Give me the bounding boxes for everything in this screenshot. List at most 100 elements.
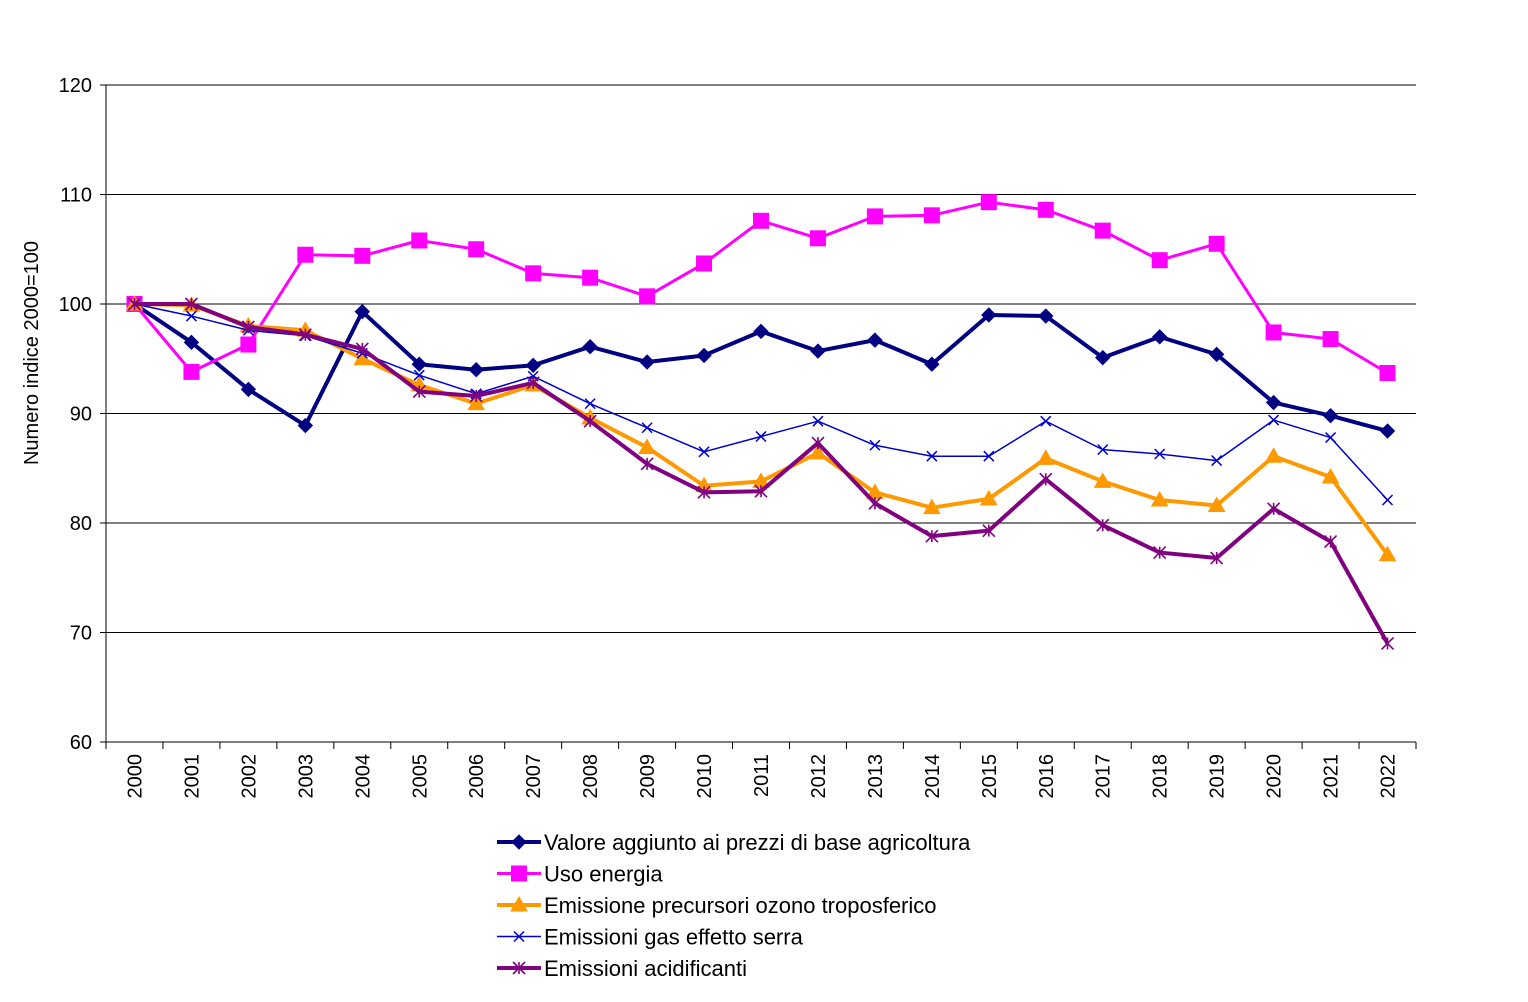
x-tick-label: 2020 — [1264, 754, 1286, 799]
data-point — [869, 439, 881, 451]
legend-label: Emissioni acidificanti — [544, 956, 747, 981]
x-tick-label: 2017 — [1093, 754, 1115, 799]
data-point — [1267, 502, 1281, 516]
data-point — [582, 269, 599, 286]
data-point — [355, 342, 369, 356]
data-point — [526, 376, 540, 390]
legend-item: Emissioni gas effetto serra — [497, 925, 804, 950]
x-tick-label: 2003 — [295, 754, 317, 799]
data-point — [639, 354, 655, 370]
legend-marker — [512, 961, 526, 975]
data-point — [1207, 496, 1226, 512]
x-tick-label: 2005 — [409, 754, 431, 799]
data-point — [1037, 201, 1054, 218]
data-point — [525, 265, 542, 282]
data-point — [1094, 222, 1111, 239]
data-point — [1265, 324, 1282, 341]
data-point — [1036, 449, 1055, 465]
data-point — [1096, 518, 1110, 532]
data-point — [981, 307, 997, 323]
x-tick-label: 2015 — [979, 754, 1001, 799]
data-point — [698, 446, 710, 458]
x-tick-label: 2012 — [808, 754, 830, 799]
x-tick-label: 2000 — [124, 754, 146, 799]
data-point — [468, 361, 484, 378]
series-1 — [126, 194, 1396, 381]
data-point — [183, 334, 200, 351]
data-point — [1379, 423, 1396, 439]
data-point — [1210, 551, 1224, 565]
legend-item: Valore aggiunto ai prezzi di base agrico… — [497, 830, 971, 855]
data-point — [1038, 308, 1054, 324]
data-point — [980, 194, 997, 211]
data-point — [1093, 472, 1112, 488]
x-tick-label: 2009 — [637, 754, 659, 799]
legend-marker — [510, 895, 528, 912]
data-point — [184, 297, 199, 311]
data-point — [583, 414, 597, 428]
x-tick-label: 2013 — [865, 754, 887, 799]
data-point — [1265, 394, 1282, 411]
x-tick-label: 2022 — [1378, 754, 1400, 799]
data-point — [241, 320, 255, 334]
data-point — [638, 438, 656, 454]
data-point — [1208, 346, 1225, 363]
y-tick-label: 80 — [70, 513, 92, 535]
data-point — [183, 363, 200, 380]
data-point — [924, 356, 940, 372]
data-point — [240, 336, 257, 353]
data-point — [468, 241, 485, 258]
data-point — [1322, 331, 1339, 348]
data-point — [811, 436, 825, 450]
data-point — [1153, 545, 1167, 560]
data-point — [979, 489, 998, 506]
data-point — [411, 356, 427, 372]
legend-item: Uso energia — [497, 862, 663, 887]
legend-item: Emissioni acidificanti — [497, 956, 747, 981]
data-point — [697, 485, 711, 499]
data-point — [1150, 490, 1169, 507]
x-tick-label: 2016 — [1036, 754, 1058, 799]
data-point — [753, 212, 769, 229]
data-point — [297, 417, 314, 434]
data-point — [755, 430, 767, 443]
y-tick-label: 60 — [70, 732, 92, 754]
data-point — [640, 457, 654, 471]
legend-marker — [511, 834, 527, 850]
legend-marker — [511, 865, 527, 882]
y-tick-label: 90 — [70, 404, 92, 426]
data-point — [809, 443, 827, 460]
x-tick-label: 2007 — [523, 754, 545, 799]
data-point — [925, 529, 939, 543]
data-point — [584, 398, 596, 410]
data-point — [1381, 494, 1394, 506]
data-point — [1151, 252, 1168, 269]
legend-label: Uso energia — [544, 862, 663, 887]
data-point — [411, 232, 428, 249]
data-point — [1097, 444, 1109, 456]
y-tick-label: 120 — [59, 75, 92, 97]
y-tick-label: 70 — [70, 623, 92, 645]
y-axis-title: Numero indice 2000=100 — [21, 241, 43, 465]
x-tick-label: 2008 — [580, 754, 602, 799]
data-point — [812, 415, 824, 427]
x-tick-label: 2019 — [1207, 754, 1229, 799]
data-point — [1208, 235, 1225, 252]
series-4 — [127, 297, 1395, 651]
y-tick-label: 110 — [60, 185, 92, 207]
data-point — [185, 310, 197, 322]
data-point — [1040, 415, 1052, 427]
data-point — [867, 332, 883, 348]
y-tick-label: 100 — [59, 294, 92, 316]
data-point — [354, 303, 371, 320]
data-point — [1151, 329, 1168, 345]
data-point — [467, 394, 486, 411]
data-point — [1325, 432, 1337, 444]
x-tick-label: 2011 — [751, 754, 773, 797]
data-point — [639, 288, 656, 305]
data-point — [982, 524, 996, 538]
data-point — [926, 450, 938, 462]
x-tick-label: 2006 — [466, 754, 488, 799]
